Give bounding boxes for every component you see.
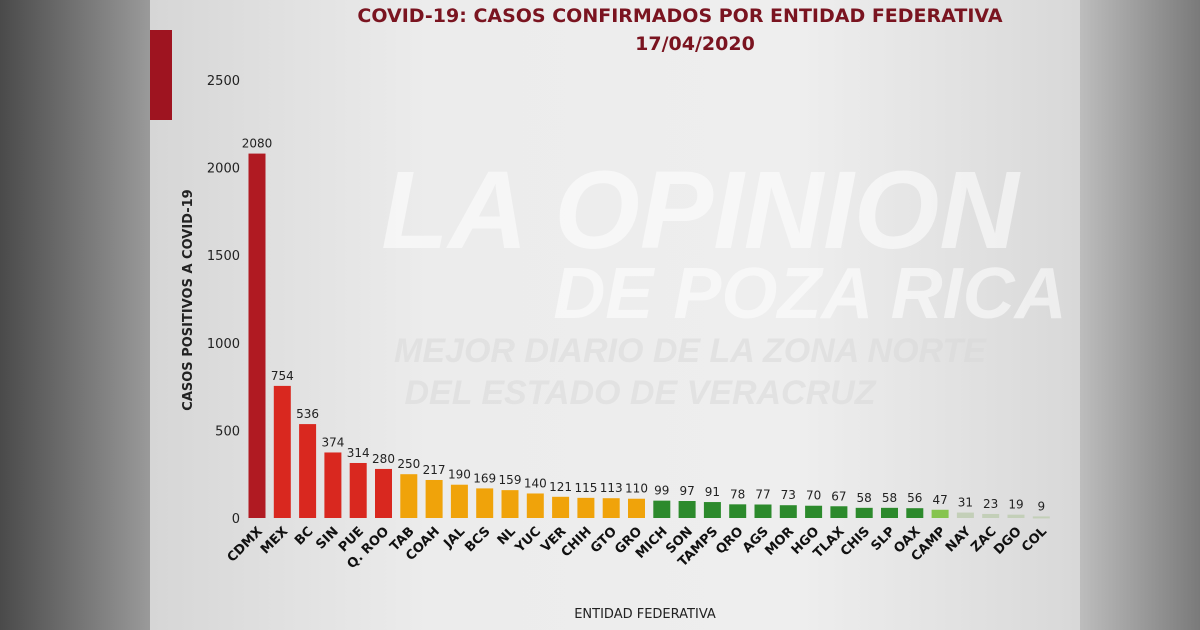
bar-tlax [830, 506, 848, 518]
bar-bcs [476, 488, 494, 518]
bar-sin [324, 452, 342, 518]
y-ticks: 0 500 1000 1500 2000 2500 [207, 74, 240, 527]
data-label: 115 [574, 481, 597, 495]
data-label: 159 [499, 473, 522, 487]
bar-oax [906, 508, 924, 518]
x-tick-label: YUC [512, 524, 544, 556]
bar-col [1032, 516, 1050, 519]
bar-coah [425, 479, 443, 518]
data-label: 91 [705, 485, 720, 499]
data-label: 58 [857, 491, 872, 505]
data-label: 374 [321, 435, 344, 449]
bar-qroo [375, 468, 392, 518]
x-tick-label: MOR [762, 524, 797, 559]
x-tick-label: SIN [313, 524, 341, 552]
data-label: 121 [549, 480, 572, 494]
data-label: 70 [806, 489, 821, 503]
x-tick-label: MEX [258, 524, 291, 557]
y-tick-label: 500 [215, 424, 240, 439]
x-axis-label: ENTIDAD FEDERATIVA [574, 607, 716, 622]
title-accent-bar [150, 30, 172, 120]
y-axis-label: CASOS POSITIVOS A COVID-19 [181, 189, 196, 410]
bar-hgo [805, 505, 823, 518]
bar-cdmx [248, 153, 266, 519]
bar-zac [982, 513, 1000, 518]
data-label: 190 [448, 468, 471, 482]
data-label: 78 [730, 487, 745, 501]
x-tick-label: BCS [462, 524, 493, 555]
data-label: 536 [296, 407, 319, 421]
bar-chih [577, 497, 595, 518]
slide-background [150, 0, 1080, 630]
data-label: 58 [882, 491, 897, 505]
bar-tamps [703, 502, 721, 518]
bar-camp [931, 509, 949, 518]
data-label: 99 [654, 484, 669, 498]
watermark-line4: DEL ESTADO DE VERACRUZ [404, 374, 876, 412]
x-tick-label: GTO [588, 524, 620, 556]
data-label: 110 [625, 482, 648, 496]
data-label: 314 [347, 446, 370, 460]
data-label: 217 [423, 463, 446, 477]
bar-dgo [1007, 514, 1025, 518]
chart-title: COVID-19: CASOS CONFIRMADOS POR ENTIDAD … [357, 5, 1002, 27]
watermark-line2: DE POZA RICA [553, 254, 1066, 334]
data-label: 754 [271, 369, 294, 383]
data-label: 23 [983, 497, 998, 511]
bar-mich [653, 500, 671, 518]
data-label: 2080 [242, 137, 273, 151]
data-label: 77 [755, 488, 770, 502]
bar-mex [273, 385, 291, 518]
data-label: 56 [907, 491, 922, 505]
data-label: 67 [831, 489, 846, 503]
bar-pue [349, 462, 367, 518]
watermark-line3: MEJOR DIARIO DE LA ZONA NORTE [394, 332, 987, 370]
data-label: 140 [524, 476, 547, 490]
bar-yuc [526, 493, 544, 518]
data-label: 9 [1037, 499, 1045, 513]
data-label: 250 [397, 457, 420, 471]
bar-mor [779, 505, 797, 518]
y-tick-label: 0 [232, 512, 240, 527]
y-tick-label: 1000 [207, 337, 240, 352]
data-label: 169 [473, 471, 496, 485]
y-tick-label: 2000 [207, 162, 240, 177]
bar-son [678, 501, 696, 518]
bar-gro [628, 498, 645, 518]
bar-nay [956, 512, 974, 518]
bar-chis [855, 507, 873, 518]
bar-nl [501, 490, 519, 518]
bar-tab [400, 474, 418, 518]
y-tick-label: 2500 [207, 74, 240, 89]
bar-qro [729, 504, 747, 518]
x-tick-label: CHIS [838, 524, 873, 559]
data-label: 19 [1008, 498, 1023, 512]
y-tick-label: 1500 [207, 249, 240, 264]
x-tick-label: COL [1019, 524, 1050, 555]
watermark: LA OPINION DE POZA RICA MEJOR DIARIO DE … [381, 149, 1066, 412]
data-label: 280 [372, 452, 395, 466]
bar-bc [299, 424, 317, 518]
photo-edge-right [1080, 0, 1200, 630]
x-tick-label: NAY [943, 524, 975, 556]
data-label: 47 [932, 493, 947, 507]
x-tick-label: BC [292, 524, 316, 548]
bar-gto [602, 498, 620, 518]
bar-jal [450, 484, 468, 518]
data-label: 97 [679, 484, 694, 498]
x-tick-label: DGO [991, 524, 1025, 558]
x-tick-label: QRO [713, 524, 746, 557]
data-label: 113 [600, 481, 623, 495]
watermark-line1: LA OPINION [381, 149, 1021, 272]
data-label: 73 [781, 488, 796, 502]
bar-ags [754, 504, 772, 518]
photo-edge-left [0, 0, 150, 630]
chart-subtitle: 17/04/2020 [635, 33, 755, 55]
bar-slp [881, 507, 898, 518]
data-label: 31 [958, 496, 973, 510]
bar-ver [552, 496, 570, 518]
